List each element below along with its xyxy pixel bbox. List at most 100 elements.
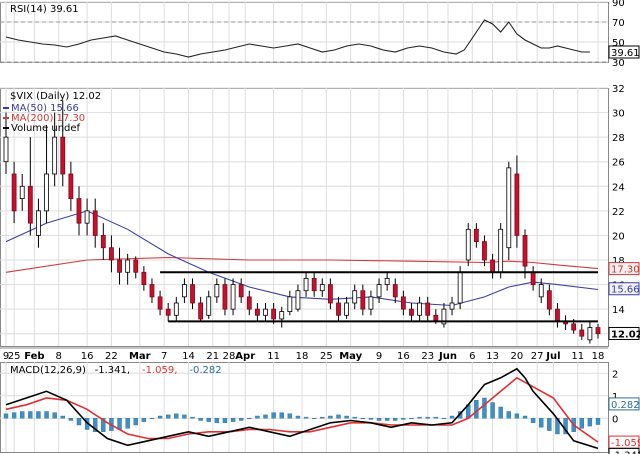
candle-body <box>3 136 9 163</box>
candle-body <box>571 323 577 331</box>
macd-histogram-bar <box>222 418 228 423</box>
candle-body <box>546 290 552 310</box>
rsi-value-tag-text: 39.61 <box>611 48 640 59</box>
macd-histogram-bar <box>539 418 544 428</box>
candle-body <box>360 290 366 310</box>
macd-histogram-bar <box>287 413 293 419</box>
candle-body <box>214 284 220 298</box>
candle-body <box>595 327 601 335</box>
macd-legend-value: -0.282 <box>189 365 221 376</box>
macd-histogram-bar <box>263 414 268 419</box>
price-tick-label: 18 <box>612 256 625 267</box>
macd-histogram-bar <box>28 411 33 419</box>
candle-body <box>190 284 195 304</box>
macd-histogram-bar <box>279 412 284 419</box>
macd-histogram-bar <box>214 418 220 423</box>
candle-body <box>238 284 244 298</box>
candle-body <box>498 228 504 273</box>
macd-tick-label: 2 <box>612 369 618 380</box>
legend-entry: Volume undef <box>11 123 81 134</box>
macd-histogram-bar <box>595 418 601 425</box>
date-tick-label: 16 <box>81 351 94 362</box>
candle-body <box>587 327 593 341</box>
date-tick-label: May <box>339 351 362 362</box>
candle-body <box>384 278 390 285</box>
macd-histogram-bar <box>44 411 49 419</box>
candle-body <box>133 259 139 273</box>
macd-histogram-bar <box>149 418 155 419</box>
candle-body <box>117 259 122 273</box>
candle-body <box>222 284 228 310</box>
candle-body <box>44 173 49 212</box>
macd-histogram-bar <box>52 412 57 419</box>
candle-body <box>173 302 179 316</box>
date-tick-label: 27 <box>531 351 544 362</box>
macd-histogram-bar <box>311 418 317 419</box>
price-tick-label: 28 <box>612 133 625 144</box>
date-tick-label: 22 <box>105 351 118 362</box>
macd-histogram-bar <box>474 400 479 419</box>
date-tick-label: Mar <box>129 351 151 362</box>
macd-tick-label: 1 <box>612 392 618 403</box>
date-tick-label: 9 <box>376 351 382 362</box>
candle-body <box>368 296 374 310</box>
macd-histogram-bar <box>579 418 584 429</box>
price-tag-text: 17.30 <box>611 265 640 276</box>
candle-body <box>336 302 341 316</box>
macd-histogram-bar <box>530 418 536 423</box>
date-tick-label: 14 <box>182 351 195 362</box>
macd-histogram-bar <box>271 412 276 419</box>
date-tick-label: 28 <box>223 351 236 362</box>
macd-histogram-bar <box>36 411 41 419</box>
date-tick-label: 23 <box>421 351 434 362</box>
candle-body <box>109 247 114 261</box>
macd-histogram-bar <box>182 414 187 419</box>
macd-histogram-bar <box>376 418 382 421</box>
price-tag-text: 15.66 <box>611 285 640 296</box>
date-tick-label: 25 <box>320 351 333 362</box>
ma200-line <box>5 256 599 273</box>
candle-body <box>165 308 171 316</box>
macd-histogram-bar <box>482 397 487 419</box>
macd-histogram-bar <box>547 418 552 431</box>
macd-histogram-bar <box>506 411 511 419</box>
candle-body <box>344 302 350 316</box>
macd-histogram-bar <box>3 413 9 419</box>
date-tick-label: Apr <box>235 351 255 362</box>
candle-body <box>473 228 479 242</box>
macd-histogram-bar <box>206 418 211 422</box>
date-tick-label: 21 <box>206 351 219 362</box>
candle-body <box>376 284 382 298</box>
macd-histogram-bar <box>174 413 179 419</box>
macd-histogram-bar <box>522 415 528 419</box>
macd-histogram-bar <box>384 418 390 421</box>
candle-body <box>254 308 260 316</box>
candle-body <box>352 290 358 304</box>
candle-body <box>100 235 106 249</box>
candle-body <box>522 235 528 267</box>
candle-body <box>295 290 301 310</box>
candle-body <box>409 308 414 316</box>
candle-body <box>449 302 455 310</box>
macd-histogram-bar <box>587 418 593 427</box>
signal-line <box>5 376 599 443</box>
macd-histogram-bar <box>190 416 195 419</box>
candle-body <box>287 296 293 313</box>
date-tick-label: 9 <box>3 351 9 362</box>
macd-histogram-bar <box>514 413 520 419</box>
date-tick-label: 16 <box>397 351 410 362</box>
macd-histogram-bar <box>295 415 301 419</box>
candle-body <box>84 210 90 224</box>
price-tag <box>608 326 640 340</box>
price-tick-label: 26 <box>612 158 625 169</box>
macd-histogram-bar <box>320 416 325 419</box>
candle-body <box>149 284 155 298</box>
date-tick-label: 18 <box>296 351 309 362</box>
date-tick-label: Jul <box>545 351 560 362</box>
macd-panel-frame <box>0 362 609 453</box>
candle-body <box>538 284 544 298</box>
candle-body <box>579 329 585 337</box>
macd-legend-value: -1.341, <box>95 365 130 376</box>
